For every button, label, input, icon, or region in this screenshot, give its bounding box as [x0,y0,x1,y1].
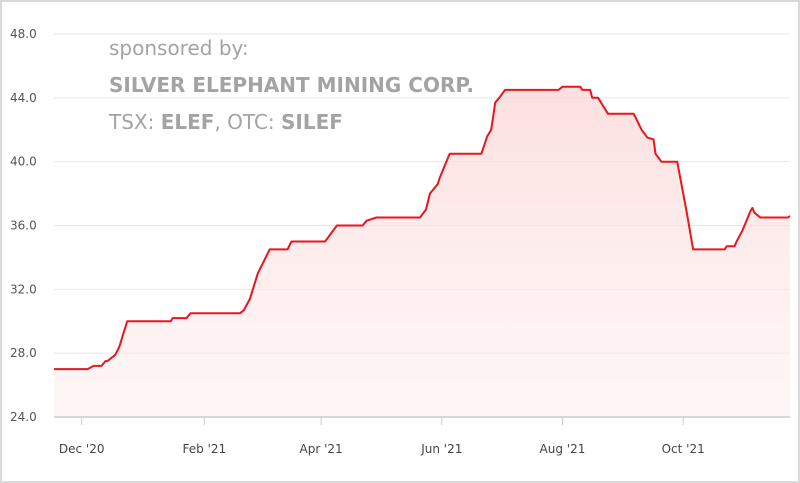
x-tick-label: Oct '21 [662,442,705,456]
x-tick-label: Dec '20 [59,442,105,456]
x-tick-label: Aug '21 [540,442,586,456]
x-tick-label: Jun '21 [420,442,462,456]
y-tick-label: 28.0 [10,346,37,360]
y-tick-label: 36.0 [10,219,37,233]
series-area-fill [54,86,790,417]
x-tick-label: Feb '21 [183,442,227,456]
x-tick-label: Apr '21 [300,442,343,456]
y-tick-label: 40.0 [10,155,37,169]
y-tick-label: 44.0 [10,91,37,105]
y-tick-label: 32.0 [10,282,37,296]
x-axis: Dec '20 Feb '21 Apr '21 Jun '21 Aug '21 Oct '… [59,417,705,456]
series-line [54,85,791,371]
y-tick-label: 48.0 [10,27,37,41]
y-tick-label: 24.0 [10,410,37,424]
y-axis: 24.0 28.0 32.0 36.0 40.0 44.0 48.0 [10,27,37,424]
